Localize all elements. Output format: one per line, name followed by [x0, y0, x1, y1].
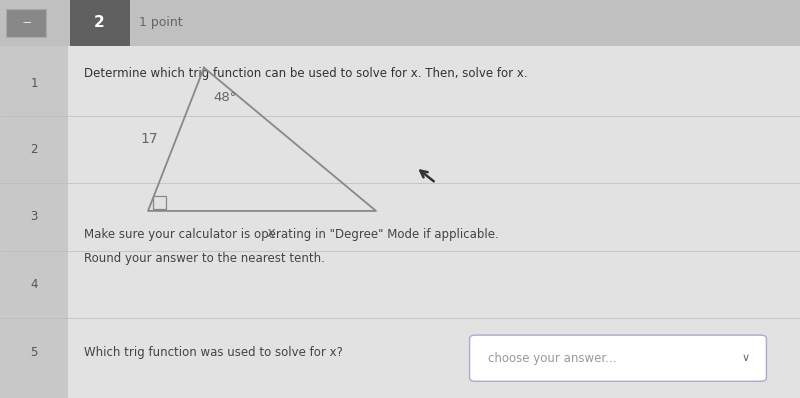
Bar — [6, 9, 46, 37]
Bar — [70, 0, 130, 46]
Text: 5: 5 — [30, 346, 38, 359]
Text: 2: 2 — [94, 16, 105, 30]
Bar — [153, 196, 166, 209]
Text: —: — — [22, 18, 30, 27]
Bar — [0, 0, 68, 398]
Text: choose your answer...: choose your answer... — [488, 352, 617, 365]
Text: 1: 1 — [30, 77, 38, 90]
Text: 17: 17 — [141, 132, 158, 146]
FancyBboxPatch shape — [470, 335, 766, 381]
Text: Which trig function was used to solve for x?: Which trig function was used to solve fo… — [84, 346, 343, 359]
Text: Determine which trig function can be used to solve for x. Then, solve for x.: Determine which trig function can be use… — [84, 67, 528, 80]
Text: x: x — [266, 226, 274, 240]
Text: ∨: ∨ — [742, 353, 750, 363]
Text: Round your answer to the nearest tenth.: Round your answer to the nearest tenth. — [84, 252, 325, 265]
Text: 48°: 48° — [214, 91, 237, 104]
Text: Make sure your calculator is operating in "Degree" Mode if applicable.: Make sure your calculator is operating i… — [84, 228, 498, 241]
Text: 3: 3 — [30, 211, 38, 223]
Bar — [0, 0, 800, 46]
Text: 2: 2 — [30, 143, 38, 156]
Text: 4: 4 — [30, 278, 38, 291]
Text: 1 point: 1 point — [139, 16, 183, 29]
